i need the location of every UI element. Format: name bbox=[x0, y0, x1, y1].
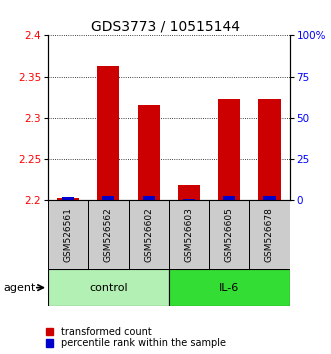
Bar bbox=[48, 269, 169, 306]
Text: GSM526602: GSM526602 bbox=[144, 207, 153, 262]
Legend: transformed count, percentile rank within the sample: transformed count, percentile rank withi… bbox=[45, 326, 227, 349]
Bar bbox=[138, 105, 160, 200]
Bar bbox=[143, 196, 155, 200]
Bar bbox=[97, 66, 119, 200]
Bar bbox=[178, 185, 200, 200]
Text: GSM526603: GSM526603 bbox=[184, 207, 193, 262]
Text: IL-6: IL-6 bbox=[219, 282, 239, 293]
Bar bbox=[183, 199, 195, 200]
Text: agent: agent bbox=[3, 282, 36, 293]
Bar bbox=[209, 200, 249, 269]
Bar bbox=[102, 196, 115, 200]
Text: control: control bbox=[89, 282, 128, 293]
Text: GSM526605: GSM526605 bbox=[225, 207, 234, 262]
Bar bbox=[57, 198, 79, 200]
Bar bbox=[169, 200, 209, 269]
Bar bbox=[62, 197, 74, 200]
Text: GSM526678: GSM526678 bbox=[265, 207, 274, 262]
Bar bbox=[218, 99, 240, 200]
Bar bbox=[259, 99, 281, 200]
Bar bbox=[263, 196, 276, 200]
Bar bbox=[249, 200, 290, 269]
Bar bbox=[169, 269, 290, 306]
Text: GDS3773 / 10515144: GDS3773 / 10515144 bbox=[91, 19, 240, 34]
Text: GSM526562: GSM526562 bbox=[104, 207, 113, 262]
Bar bbox=[128, 200, 169, 269]
Bar bbox=[48, 200, 88, 269]
Bar bbox=[88, 200, 128, 269]
Text: GSM526561: GSM526561 bbox=[64, 207, 72, 262]
Bar bbox=[223, 196, 235, 200]
